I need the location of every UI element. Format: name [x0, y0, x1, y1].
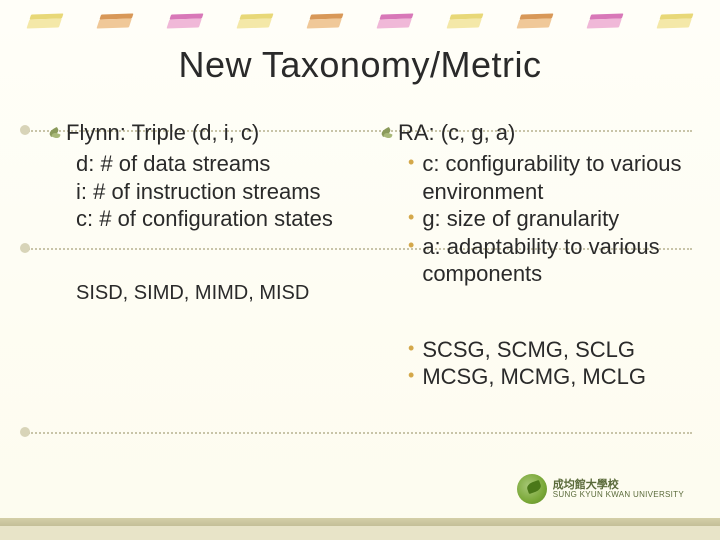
university-logo: 成均館大學校 SUNG KYUN KWAN UNIVERSITY: [517, 474, 684, 504]
eraser-icon: [377, 13, 414, 28]
right-bullet: •a: adaptability to various components: [408, 233, 688, 288]
slide-title: New Taxonomy/Metric: [0, 44, 720, 86]
bottom-shadow: [0, 526, 720, 540]
side-dot-icon: [20, 243, 30, 253]
eraser-icon: [167, 13, 204, 28]
left-line: d: # of data streams: [76, 150, 356, 178]
right-bottom-bullet: • SCSG, SCMG, SCLG: [408, 336, 688, 364]
eraser-icon: [587, 13, 624, 28]
right-bullet: • g: size of granularity: [408, 205, 688, 233]
bullet-icon: •: [408, 233, 414, 288]
top-eraser-border: [0, 8, 720, 34]
bullet-icon: •: [408, 336, 414, 364]
leaf-icon: [48, 127, 62, 141]
left-heading: Flynn: Triple (d, i, c): [48, 120, 356, 146]
bullet-icon: •: [408, 205, 414, 233]
eraser-icon: [307, 13, 344, 28]
left-bottom-text: SISD, SIMD, MIMD, MISD: [76, 281, 356, 306]
side-dot-icon: [20, 125, 30, 135]
right-bullet-text: c: configurability to various environmen…: [422, 150, 688, 205]
logo-cn-text: 成均館大學校: [553, 480, 684, 491]
slide: New Taxonomy/Metric Flynn: Triple (d, i,…: [0, 0, 720, 540]
logo-circle-icon: [517, 474, 547, 504]
eraser-icon: [27, 13, 64, 28]
content-area: Flynn: Triple (d, i, c) d: # of data str…: [48, 120, 688, 391]
logo-text: 成均館大學校 SUNG KYUN KWAN UNIVERSITY: [553, 480, 684, 499]
eraser-icon: [657, 13, 694, 28]
left-line: c: # of configuration states: [76, 205, 356, 233]
right-heading-text: RA: (c, g, a): [398, 120, 515, 145]
dotted-line: [28, 432, 692, 434]
eraser-icon: [447, 13, 484, 28]
right-bottom-text: SCSG, SCMG, SCLG: [422, 336, 635, 364]
left-heading-text: Flynn: Triple (d, i, c): [66, 120, 259, 145]
bottom-bar: [0, 518, 720, 526]
left-line: i: # of instruction streams: [76, 178, 356, 206]
right-bullet-text: a: adaptability to various components: [422, 233, 688, 288]
right-bullet: •c: configurability to various environme…: [408, 150, 688, 205]
right-column: RA: (c, g, a) •c: configurability to var…: [380, 120, 688, 391]
right-heading: RA: (c, g, a): [380, 120, 688, 146]
eraser-icon: [237, 13, 274, 28]
left-bottom: SISD, SIMD, MIMD, MISD: [48, 281, 356, 306]
leaf-icon: [380, 127, 394, 141]
left-column: Flynn: Triple (d, i, c) d: # of data str…: [48, 120, 356, 391]
right-bottom-bullet: • MCSG, MCMG, MCLG: [408, 363, 688, 391]
bullet-icon: •: [408, 363, 414, 391]
eraser-icon: [97, 13, 134, 28]
logo-en-text: SUNG KYUN KWAN UNIVERSITY: [553, 491, 684, 499]
right-bottom: • SCSG, SCMG, SCLG • MCSG, MCMG, MCLG: [380, 336, 688, 391]
right-bullet-text: g: size of granularity: [422, 205, 619, 233]
eraser-icon: [517, 13, 554, 28]
bullet-icon: •: [408, 150, 414, 205]
right-bottom-text: MCSG, MCMG, MCLG: [422, 363, 646, 391]
side-dot-icon: [20, 427, 30, 437]
